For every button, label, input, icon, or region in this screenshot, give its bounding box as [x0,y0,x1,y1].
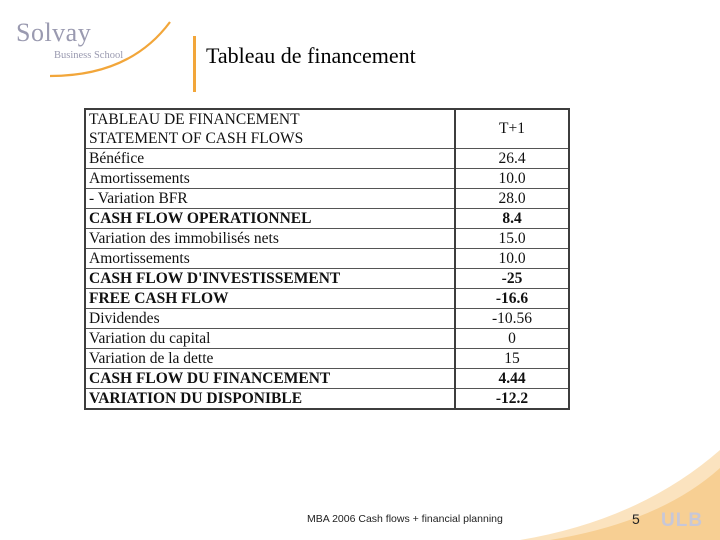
solvay-logo: Solvay Business School [10,14,180,94]
row-value: 8.4 [454,208,570,229]
table-row: CASH FLOW D'INVESTISSEMENT -25 [84,268,570,289]
table-header-row: TABLEAU DE FINANCEMENT T+1 [84,108,570,149]
table-row: CASH FLOW OPERATIONNEL 8.4 [84,208,570,229]
cash-flow-table-container: TABLEAU DE FINANCEMENT T+1 STATEMENT OF … [84,108,570,410]
logo-subtitle: Business School [54,50,124,61]
row-label: Bénéfice [84,148,456,169]
table-row: CASH FLOW DU FINANCEMENT 4.44 [84,368,570,389]
row-label: Dividendes [84,308,456,329]
table-row: Amortissements 10.0 [84,168,570,189]
row-label: Variation du capital [84,328,456,349]
table-row: Variation de la dette 15 [84,348,570,369]
row-label: Amortissements [84,168,456,189]
table-row: - Variation BFR 28.0 [84,188,570,209]
page-title: Tableau de financement [206,43,416,68]
corner-swoosh-icon [520,450,720,540]
row-value: 26.4 [454,148,570,169]
table-header-en: STATEMENT OF CASH FLOWS [84,129,456,149]
row-value: 10.0 [454,168,570,189]
row-value: -16.6 [454,288,570,309]
footer-text: MBA 2006 Cash flows + financial planning [307,513,503,525]
table-row: VARIATION DU DISPONIBLE -12.2 [84,388,570,410]
row-label: Variation de la dette [84,348,456,369]
table-row: Variation des immobilisés nets 15.0 [84,228,570,249]
row-label: CASH FLOW DU FINANCEMENT [84,368,456,389]
row-label: CASH FLOW D'INVESTISSEMENT [84,268,456,289]
page-number: 5 [632,511,640,527]
row-label: CASH FLOW OPERATIONNEL [84,208,456,229]
logo-swoosh-icon [49,21,171,78]
row-value: 0 [454,328,570,349]
row-value: -25 [454,268,570,289]
logo-name: Solvay [16,18,92,47]
row-label: VARIATION DU DISPONIBLE [84,388,456,410]
row-label: Variation des immobilisés nets [84,228,456,249]
ulb-logo: ULB [661,510,704,531]
row-label: FREE CASH FLOW [84,288,456,309]
row-value: -10.56 [454,308,570,329]
row-value: 4.44 [454,368,570,389]
title-divider [193,36,196,92]
table-row: Amortissements 10.0 [84,248,570,269]
row-value: 10.0 [454,248,570,269]
cash-flow-table: TABLEAU DE FINANCEMENT T+1 STATEMENT OF … [84,108,570,410]
table-row: FREE CASH FLOW -16.6 [84,288,570,309]
row-value: 28.0 [454,188,570,209]
row-value: -12.2 [454,388,570,410]
row-value: 15 [454,348,570,369]
row-label: Amortissements [84,248,456,269]
row-label: - Variation BFR [84,188,456,209]
table-row: Variation du capital 0 [84,328,570,349]
column-header-t1: T+1 [454,108,570,149]
row-value: 15.0 [454,228,570,249]
table-header-fr: TABLEAU DE FINANCEMENT [84,108,456,129]
table-header-row: STATEMENT OF CASH FLOWS [84,129,569,149]
table-row: Dividendes -10.56 [84,308,570,329]
table-row: Bénéfice 26.4 [84,148,570,169]
